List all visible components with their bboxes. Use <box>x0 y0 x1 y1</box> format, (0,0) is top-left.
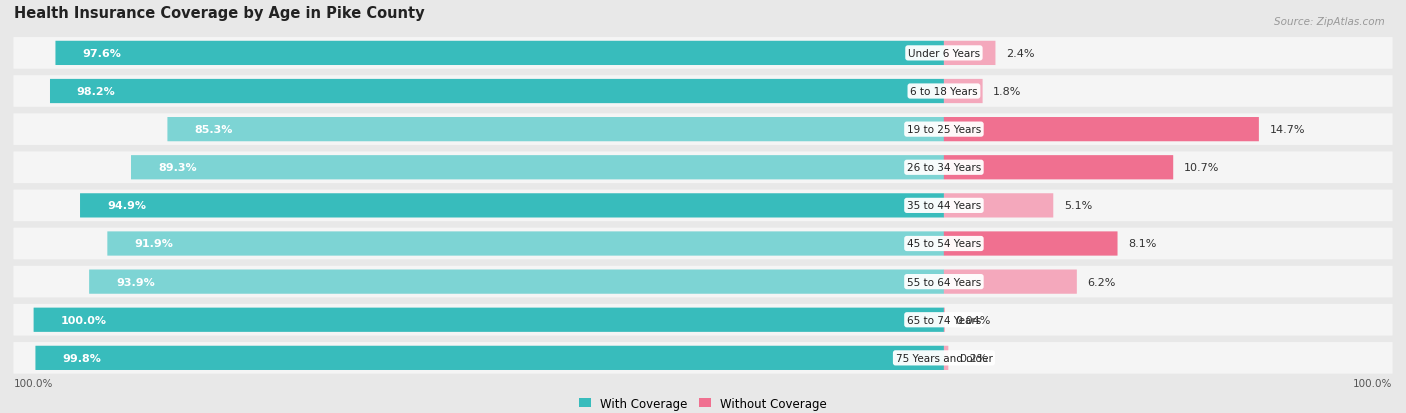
Text: 0.2%: 0.2% <box>959 353 987 363</box>
Text: 1.8%: 1.8% <box>993 87 1022 97</box>
Text: 97.6%: 97.6% <box>83 49 121 59</box>
FancyBboxPatch shape <box>14 228 1392 260</box>
Text: 10.7%: 10.7% <box>1184 163 1219 173</box>
Text: 19 to 25 Years: 19 to 25 Years <box>907 125 981 135</box>
FancyBboxPatch shape <box>51 80 943 104</box>
FancyBboxPatch shape <box>14 114 1392 146</box>
FancyBboxPatch shape <box>943 194 1053 218</box>
FancyBboxPatch shape <box>35 346 943 370</box>
FancyBboxPatch shape <box>943 42 995 66</box>
FancyBboxPatch shape <box>14 304 1392 336</box>
FancyBboxPatch shape <box>80 194 943 218</box>
Text: 2.4%: 2.4% <box>1007 49 1035 59</box>
Text: 26 to 34 Years: 26 to 34 Years <box>907 163 981 173</box>
FancyBboxPatch shape <box>943 346 948 370</box>
Text: Source: ZipAtlas.com: Source: ZipAtlas.com <box>1274 17 1385 26</box>
Text: 94.9%: 94.9% <box>107 201 146 211</box>
FancyBboxPatch shape <box>107 232 943 256</box>
FancyBboxPatch shape <box>89 270 943 294</box>
FancyBboxPatch shape <box>943 156 1173 180</box>
Text: 65 to 74 Years: 65 to 74 Years <box>907 315 981 325</box>
FancyBboxPatch shape <box>943 118 1258 142</box>
FancyBboxPatch shape <box>55 42 943 66</box>
Text: 6.2%: 6.2% <box>1087 277 1116 287</box>
FancyBboxPatch shape <box>14 190 1392 222</box>
Text: 6 to 18 Years: 6 to 18 Years <box>910 87 977 97</box>
FancyBboxPatch shape <box>14 152 1392 184</box>
Text: 14.7%: 14.7% <box>1270 125 1305 135</box>
FancyBboxPatch shape <box>14 266 1392 298</box>
Text: 55 to 64 Years: 55 to 64 Years <box>907 277 981 287</box>
Text: 45 to 54 Years: 45 to 54 Years <box>907 239 981 249</box>
FancyBboxPatch shape <box>14 38 1392 69</box>
Text: 93.9%: 93.9% <box>117 277 155 287</box>
Text: 0.04%: 0.04% <box>956 315 991 325</box>
Text: 35 to 44 Years: 35 to 44 Years <box>907 201 981 211</box>
Text: 100.0%: 100.0% <box>1353 378 1392 388</box>
Text: Health Insurance Coverage by Age in Pike County: Health Insurance Coverage by Age in Pike… <box>14 7 425 21</box>
Text: 91.9%: 91.9% <box>134 239 173 249</box>
Text: 89.3%: 89.3% <box>157 163 197 173</box>
Text: 98.2%: 98.2% <box>77 87 115 97</box>
FancyBboxPatch shape <box>167 118 943 142</box>
FancyBboxPatch shape <box>14 342 1392 374</box>
FancyBboxPatch shape <box>943 232 1118 256</box>
Text: 99.8%: 99.8% <box>62 353 101 363</box>
Text: 8.1%: 8.1% <box>1128 239 1157 249</box>
FancyBboxPatch shape <box>14 76 1392 107</box>
Text: 100.0%: 100.0% <box>60 315 107 325</box>
Text: 5.1%: 5.1% <box>1064 201 1092 211</box>
Text: 85.3%: 85.3% <box>194 125 232 135</box>
FancyBboxPatch shape <box>131 156 943 180</box>
Legend: With Coverage, Without Coverage: With Coverage, Without Coverage <box>579 396 827 410</box>
FancyBboxPatch shape <box>943 80 983 104</box>
FancyBboxPatch shape <box>34 308 943 332</box>
Text: 100.0%: 100.0% <box>14 378 53 388</box>
Text: Under 6 Years: Under 6 Years <box>908 49 980 59</box>
Text: 75 Years and older: 75 Years and older <box>896 353 993 363</box>
FancyBboxPatch shape <box>943 270 1077 294</box>
